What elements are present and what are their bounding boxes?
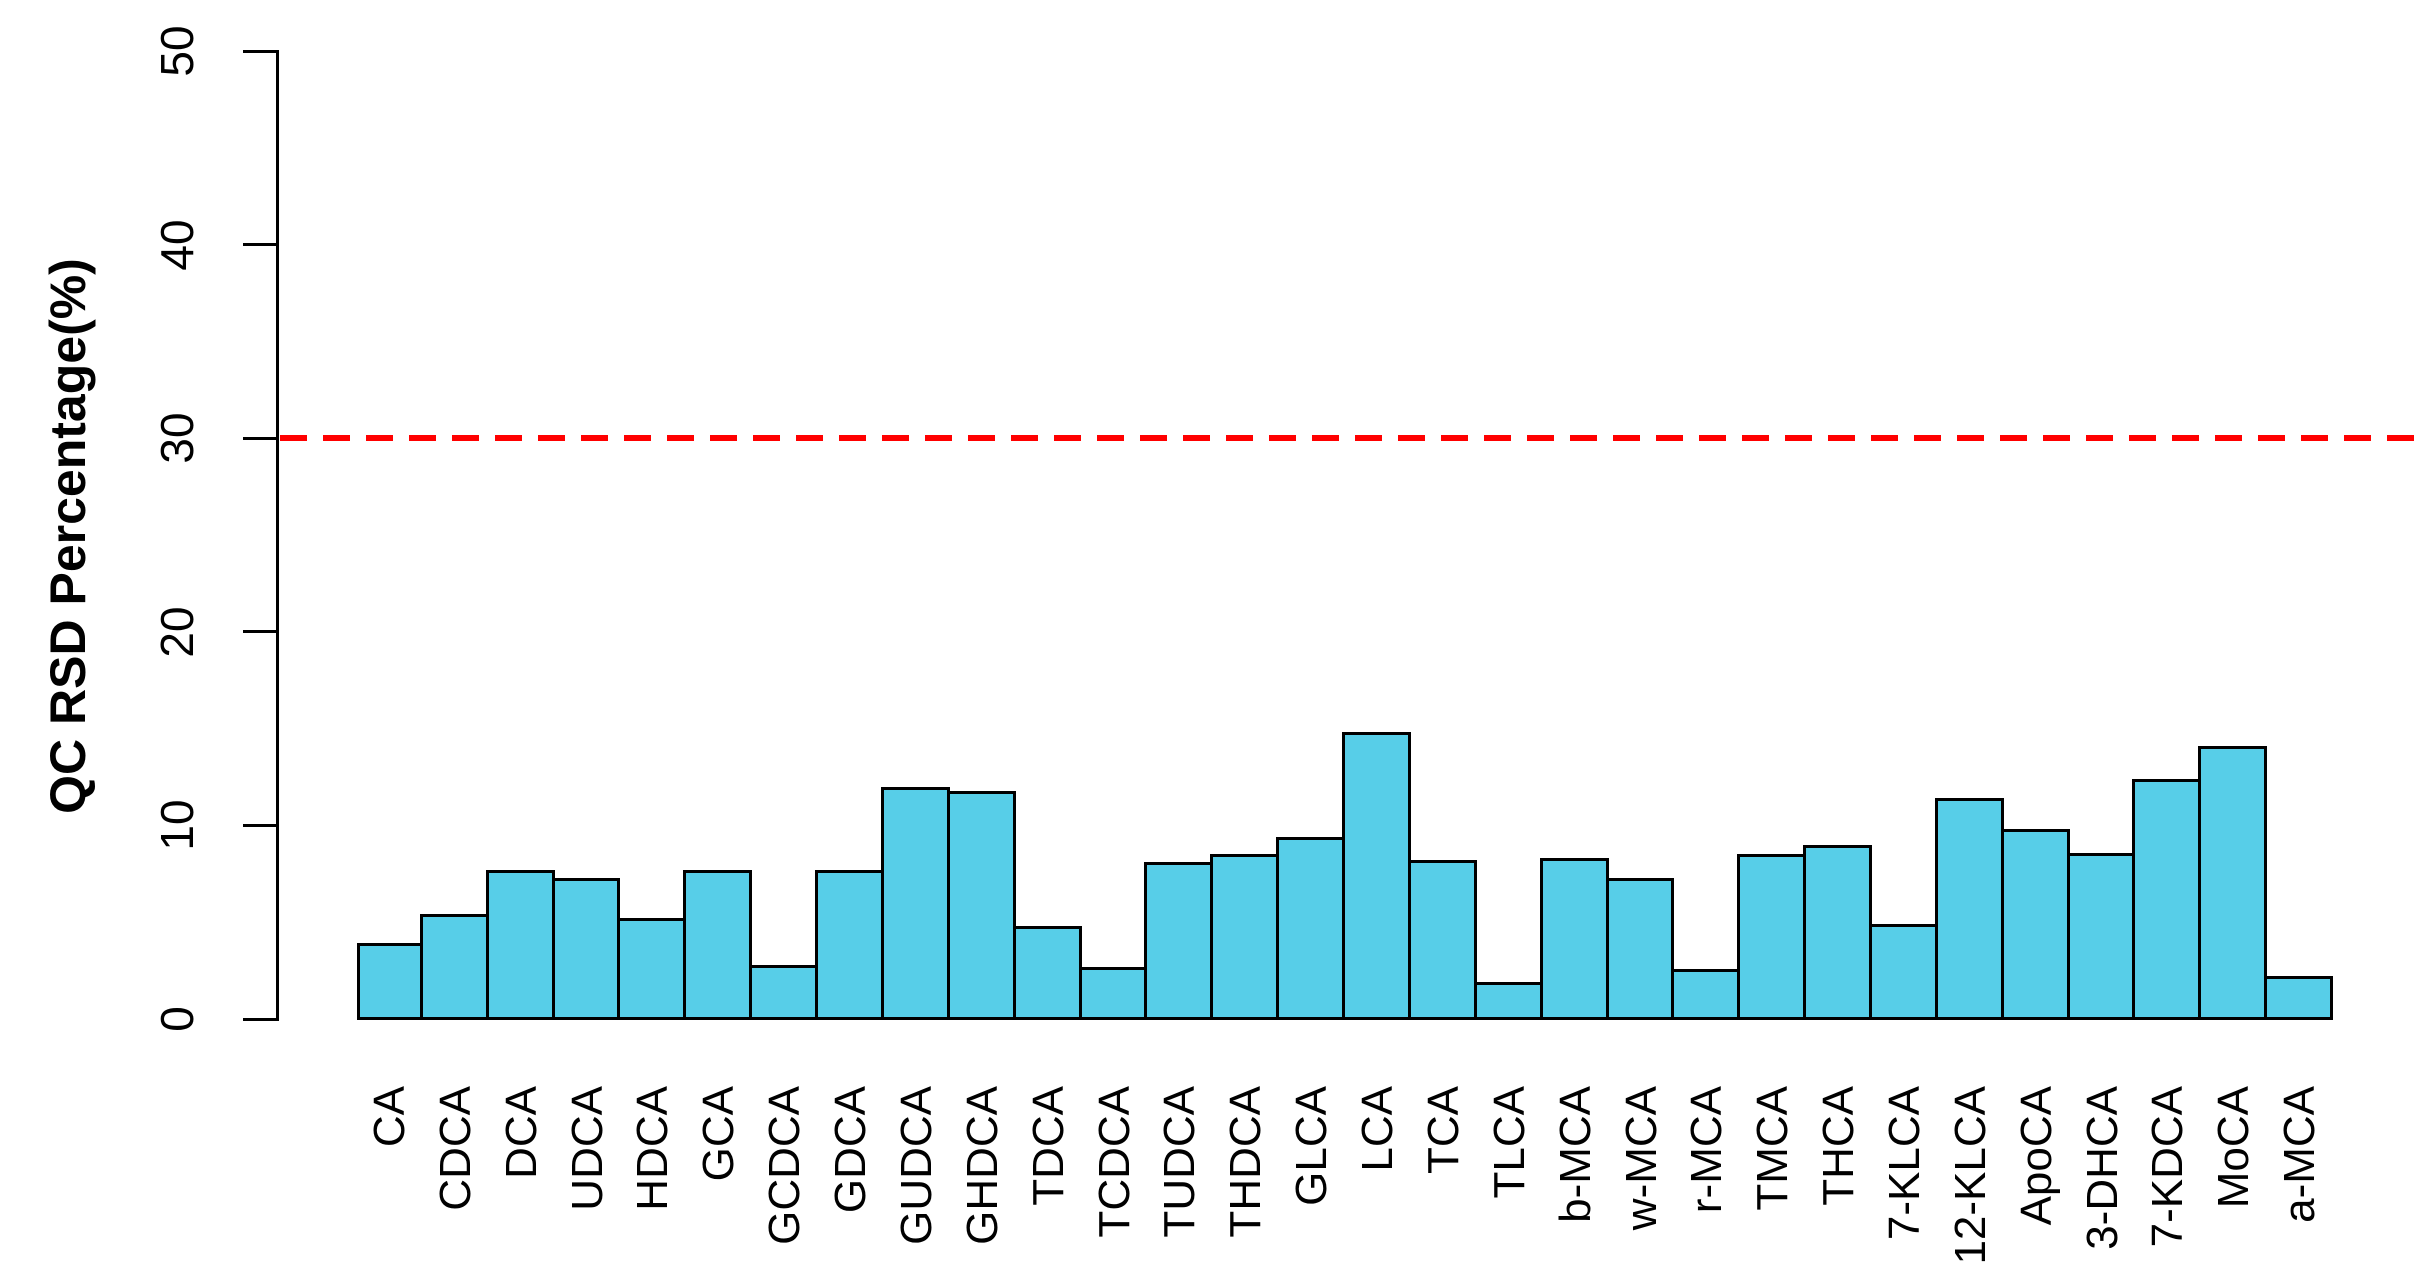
bar-ApoCA: [2001, 829, 2070, 1021]
x-tick-label-THDCA: THDCA: [1221, 1086, 1270, 1238]
bar-CDCA: [420, 914, 489, 1021]
x-tick-label-GUDCA: GUDCA: [892, 1086, 941, 1245]
bar-a-MCA: [2264, 976, 2333, 1021]
bar-DCA: [486, 869, 555, 1021]
x-tick-label-TCDCA: TCDCA: [1089, 1086, 1139, 1238]
x-tick-label-CDCA: CDCA: [431, 1086, 480, 1211]
bar-r-MCA: [1671, 968, 1740, 1021]
bar-GCA: [683, 869, 752, 1021]
x-tick-label-LCA: LCA: [1353, 1086, 1402, 1172]
bar-b-MCA: [1540, 858, 1609, 1021]
bar-GUDCA: [881, 786, 950, 1021]
y-tick-label-20: 20: [151, 606, 203, 658]
bar-GLCA: [1276, 837, 1345, 1021]
y-tick-label-10: 10: [151, 799, 203, 851]
x-tick-label-GHDCA: GHDCA: [958, 1086, 1007, 1245]
y-tick-label-50: 50: [151, 25, 203, 77]
y-axis-line: [275, 49, 279, 1021]
x-tick-label-GDCA: GDCA: [826, 1086, 875, 1214]
x-tick-label-TDCA: TDCA: [1024, 1086, 1073, 1206]
x-tick-label-TUDCA: TUDCA: [1155, 1086, 1204, 1238]
x-tick-label-CA: CA: [365, 1086, 414, 1148]
y-tick-50: [243, 49, 277, 53]
y-tick-label-0: 0: [151, 1006, 203, 1032]
y-tick-label-30: 30: [151, 412, 203, 464]
bar-GDCA: [815, 869, 884, 1021]
bar-7-KDCA: [2132, 778, 2201, 1021]
x-tick-label-12-KLCA: 12-KLCA: [1946, 1086, 1995, 1265]
x-tick-label-TCA: TCA: [1419, 1086, 1468, 1174]
bar-LCA: [1342, 732, 1411, 1021]
bar-3-DHCA: [2067, 852, 2135, 1021]
bar-12-KLCA: [1935, 798, 2004, 1021]
x-tick-label-UDCA: UDCA: [562, 1086, 612, 1211]
x-tick-label-HDCA: HDCA: [628, 1086, 677, 1211]
bar-THDCA: [1210, 854, 1279, 1021]
y-axis-title: QC RSD Percentage(%): [40, 258, 96, 814]
x-tick-label-DCA: DCA: [497, 1086, 546, 1179]
bar-TCA: [1408, 860, 1477, 1021]
x-tick-label-GCDCA: GCDCA: [760, 1086, 809, 1245]
bar-THCA: [1803, 844, 1872, 1021]
threshold-line-30pct: [280, 435, 2414, 442]
bar-CA: [357, 943, 423, 1021]
bar-TLCA: [1474, 982, 1543, 1021]
x-tick-label-7-KDCA: 7-KDCA: [2143, 1086, 2192, 1248]
bar-TCDCA: [1079, 966, 1147, 1021]
bar-7-KLCA: [1869, 924, 1938, 1021]
x-tick-label-THCA: THCA: [1814, 1086, 1863, 1206]
x-tick-label-b-MCA: b-MCA: [1551, 1086, 1600, 1223]
x-tick-label-w-MCA: w-MCA: [1616, 1086, 1666, 1231]
y-tick-0: [243, 1017, 277, 1021]
x-tick-label-a-MCA: a-MCA: [2275, 1086, 2324, 1223]
x-tick-label-TMCA: TMCA: [1748, 1086, 1797, 1211]
bar-TMCA: [1737, 854, 1806, 1021]
y-tick-10: [243, 823, 277, 827]
bar-GHDCA: [947, 790, 1016, 1021]
x-tick-label-GCA: GCA: [694, 1086, 743, 1182]
bar-GCDCA: [749, 964, 818, 1021]
y-tick-40: [243, 243, 277, 247]
x-tick-label-TLCA: TLCA: [1485, 1086, 1534, 1199]
x-tick-label-7-KLCA: 7-KLCA: [1880, 1086, 1929, 1241]
x-tick-label-ApoCA: ApoCA: [2012, 1086, 2061, 1226]
x-tick-label-MoCA: MoCA: [2209, 1086, 2258, 1209]
bar-UDCA: [552, 877, 620, 1021]
y-tick-20: [243, 630, 277, 634]
y-tick-label-40: 40: [151, 219, 203, 271]
bar-TUDCA: [1144, 862, 1213, 1021]
x-tick-label-r-MCA: r-MCA: [1682, 1086, 1731, 1214]
bar-HDCA: [617, 918, 686, 1021]
bar-TDCA: [1013, 926, 1082, 1021]
bar-MoCA: [2198, 746, 2267, 1021]
bar-w-MCA: [1606, 877, 1674, 1021]
x-tick-label-3-DHCA: 3-DHCA: [2077, 1086, 2127, 1250]
x-tick-label-GLCA: GLCA: [1287, 1086, 1336, 1206]
y-tick-30: [243, 436, 277, 440]
